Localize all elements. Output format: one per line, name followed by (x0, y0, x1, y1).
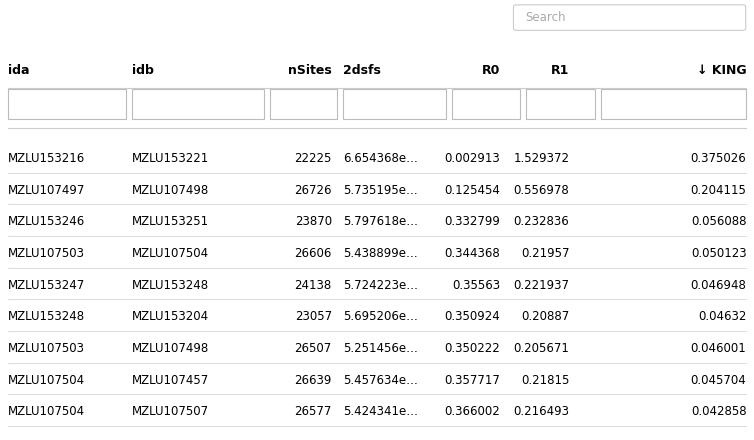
Text: 0.332799: 0.332799 (444, 215, 500, 228)
Text: 26507: 26507 (295, 342, 332, 355)
Text: 0.21957: 0.21957 (521, 247, 569, 260)
Text: 0.04632: 0.04632 (698, 310, 746, 323)
FancyBboxPatch shape (601, 89, 746, 119)
Text: MZLU153246: MZLU153246 (8, 215, 84, 228)
Text: 0.205671: 0.205671 (513, 342, 569, 355)
Text: 0.350222: 0.350222 (444, 342, 500, 355)
FancyBboxPatch shape (8, 89, 126, 119)
FancyBboxPatch shape (343, 89, 446, 119)
Text: MZLU107497: MZLU107497 (8, 183, 85, 197)
Text: 2dsfs: 2dsfs (343, 64, 381, 77)
Text: 0.35563: 0.35563 (452, 279, 500, 292)
Text: MZLU153247: MZLU153247 (8, 279, 84, 292)
FancyBboxPatch shape (452, 89, 520, 119)
Text: 0.050123: 0.050123 (691, 247, 746, 260)
Text: 1.529372: 1.529372 (513, 152, 569, 165)
Text: 23870: 23870 (295, 215, 332, 228)
Text: MZLU153216: MZLU153216 (8, 152, 84, 165)
Text: 0.045704: 0.045704 (691, 374, 746, 387)
Text: 0.232836: 0.232836 (513, 215, 569, 228)
Text: 26639: 26639 (294, 374, 332, 387)
Text: 22225: 22225 (294, 152, 332, 165)
Text: idb: idb (132, 64, 154, 77)
Text: MZLU153248: MZLU153248 (8, 310, 84, 323)
Text: 26726: 26726 (294, 183, 332, 197)
Text: 26606: 26606 (294, 247, 332, 260)
Text: 0.046001: 0.046001 (691, 342, 746, 355)
Text: MZLU153221: MZLU153221 (132, 152, 209, 165)
Text: 5.251456e…: 5.251456e… (343, 342, 418, 355)
FancyBboxPatch shape (526, 89, 595, 119)
Text: MZLU107503: MZLU107503 (8, 342, 84, 355)
Text: 5.724223e…: 5.724223e… (343, 279, 418, 292)
Text: 0.046948: 0.046948 (691, 279, 746, 292)
Text: 0.125454: 0.125454 (444, 183, 500, 197)
Text: 24138: 24138 (295, 279, 332, 292)
Text: MZLU107507: MZLU107507 (132, 405, 209, 418)
Text: 0.216493: 0.216493 (513, 405, 569, 418)
Text: 0.002913: 0.002913 (444, 152, 500, 165)
Text: 0.204115: 0.204115 (691, 183, 746, 197)
Text: MZLU107498: MZLU107498 (132, 342, 209, 355)
Text: MZLU153251: MZLU153251 (132, 215, 209, 228)
Text: 0.375026: 0.375026 (691, 152, 746, 165)
Text: MZLU107504: MZLU107504 (8, 374, 84, 387)
Text: R0: R0 (482, 64, 500, 77)
Text: 26577: 26577 (294, 405, 332, 418)
Text: MZLU107504: MZLU107504 (8, 405, 84, 418)
Text: MZLU153204: MZLU153204 (132, 310, 209, 323)
Text: 0.042858: 0.042858 (691, 405, 746, 418)
Text: 0.056088: 0.056088 (691, 215, 746, 228)
FancyBboxPatch shape (132, 89, 264, 119)
FancyBboxPatch shape (513, 5, 746, 30)
Text: 0.221937: 0.221937 (513, 279, 569, 292)
Text: 6.654368e…: 6.654368e… (343, 152, 418, 165)
Text: MZLU107504: MZLU107504 (132, 247, 209, 260)
Text: 5.457634e…: 5.457634e… (343, 374, 418, 387)
Text: 5.735195e…: 5.735195e… (343, 183, 418, 197)
Text: 5.424341e…: 5.424341e… (343, 405, 418, 418)
Text: nSites: nSites (288, 64, 332, 77)
Text: ida: ida (8, 64, 29, 77)
Text: ↓ KING: ↓ KING (697, 64, 746, 77)
Text: R1: R1 (551, 64, 569, 77)
Text: 5.695206e…: 5.695206e… (343, 310, 418, 323)
FancyBboxPatch shape (270, 89, 337, 119)
Text: MZLU107503: MZLU107503 (8, 247, 84, 260)
Text: 0.357717: 0.357717 (444, 374, 500, 387)
Text: MZLU153248: MZLU153248 (132, 279, 209, 292)
Text: 5.797618e…: 5.797618e… (343, 215, 418, 228)
Text: Search: Search (526, 11, 566, 24)
Text: 0.350924: 0.350924 (444, 310, 500, 323)
Text: 0.20887: 0.20887 (521, 310, 569, 323)
Text: 0.344368: 0.344368 (444, 247, 500, 260)
Text: 23057: 23057 (295, 310, 332, 323)
Text: 0.366002: 0.366002 (444, 405, 500, 418)
Text: MZLU107457: MZLU107457 (132, 374, 209, 387)
Text: 0.21815: 0.21815 (521, 374, 569, 387)
Text: 0.556978: 0.556978 (513, 183, 569, 197)
Text: 5.438899e…: 5.438899e… (343, 247, 418, 260)
Text: MZLU107498: MZLU107498 (132, 183, 209, 197)
